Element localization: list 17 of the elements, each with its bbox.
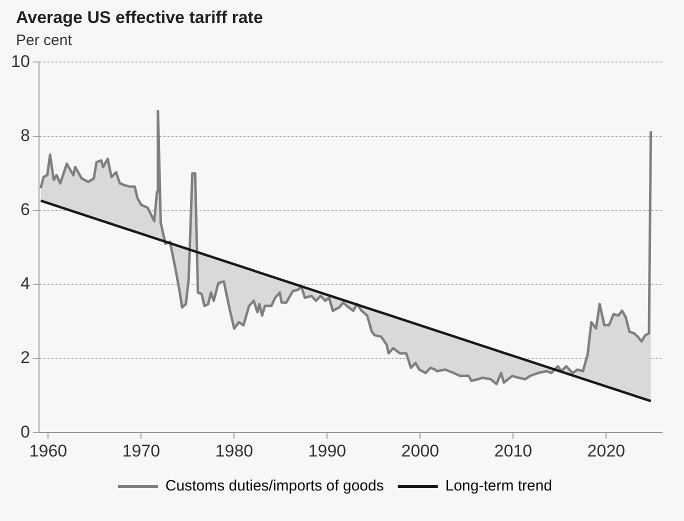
x-tick-label: 2010 <box>494 441 532 460</box>
y-tick-label: 4 <box>20 274 30 294</box>
x-tick-label: 1970 <box>122 441 160 460</box>
x-tick-label: 1990 <box>308 441 346 460</box>
x-tick-label: 1960 <box>29 441 68 460</box>
y-tick-label: 0 <box>20 422 30 442</box>
y-tick-label: 2 <box>20 348 30 368</box>
chart-title: Average US effective tariff rate <box>15 8 264 28</box>
x-tick-label: 2020 <box>587 441 626 460</box>
x-tick-label: 2000 <box>401 441 440 460</box>
x-tick-label: 1980 <box>215 441 254 460</box>
legend-label: Long-term trend <box>445 478 552 495</box>
y-tick-label: 8 <box>20 126 30 145</box>
y-axis-title: Per cent <box>15 32 73 49</box>
y-tick-label: 6 <box>20 200 30 220</box>
y-tick-label: 10 <box>10 52 30 71</box>
legend-label: Customs duties/imports of goods <box>165 478 384 495</box>
